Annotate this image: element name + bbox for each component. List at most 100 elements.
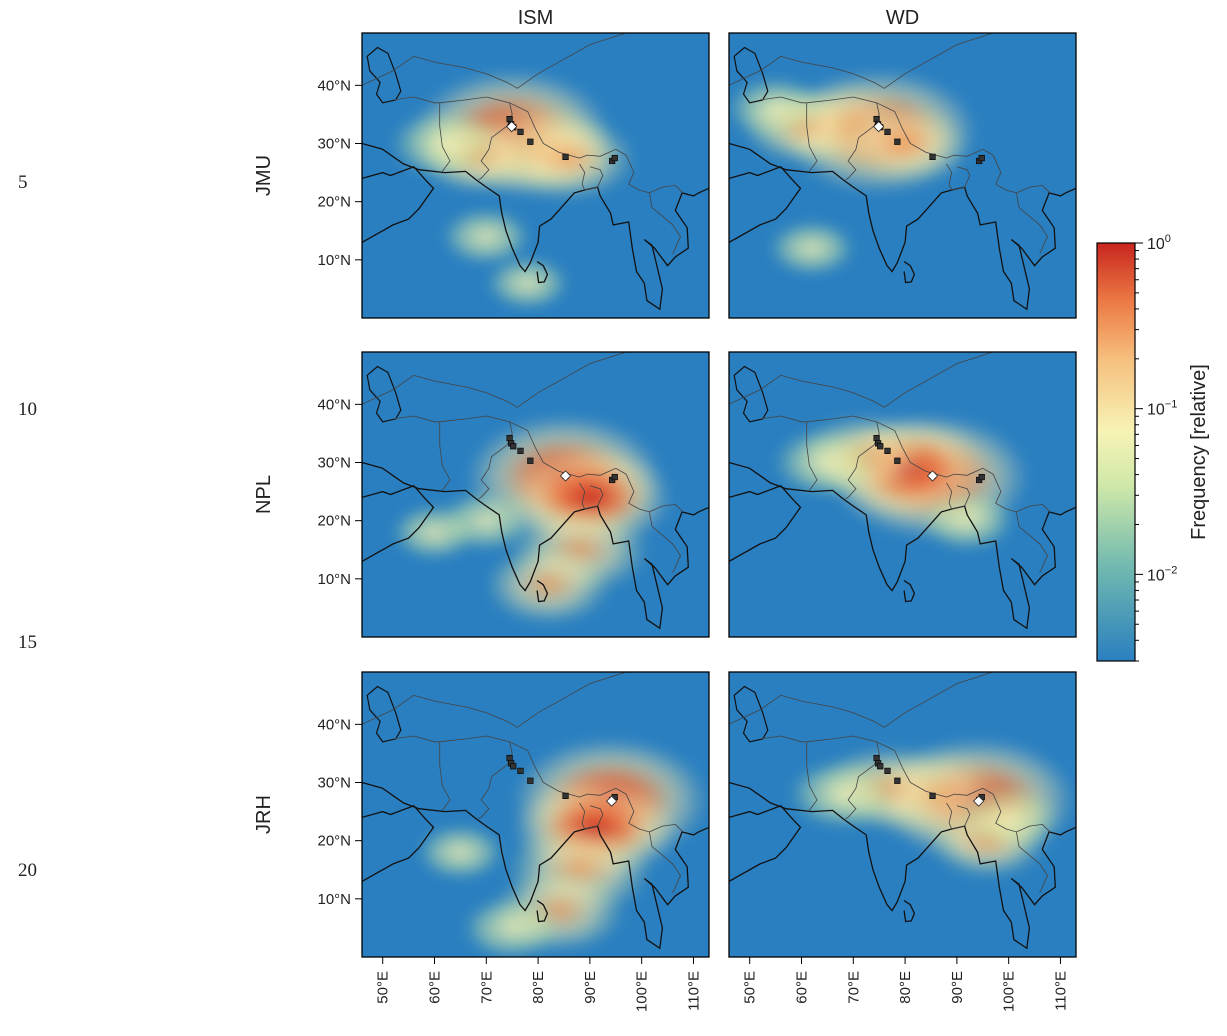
row-label-jrh: JRH <box>253 795 275 834</box>
station-marker <box>527 138 534 145</box>
lon-tick-label: 70°E <box>845 971 862 1004</box>
country-border <box>806 741 818 811</box>
station-marker <box>517 128 524 135</box>
density-blob <box>390 504 479 561</box>
country-border <box>806 96 880 180</box>
panel-wd-jmu <box>728 32 1077 319</box>
country-border <box>625 473 681 574</box>
coastline <box>362 805 435 882</box>
coastline <box>536 261 549 284</box>
station-marker <box>884 447 891 454</box>
station-marker <box>562 792 569 799</box>
country-border <box>362 33 627 89</box>
row-label-npl: NPL <box>253 475 275 514</box>
density-blob <box>389 108 500 179</box>
country-border <box>806 102 818 172</box>
station-marker <box>894 457 901 464</box>
density-blob <box>772 427 883 498</box>
density-blob <box>441 207 532 266</box>
country-border <box>992 154 1048 255</box>
density-blob <box>768 220 856 277</box>
station-marker <box>510 763 517 770</box>
density-blob <box>729 76 826 141</box>
lon-tick-label: 90°E <box>949 971 966 1004</box>
density-blob <box>485 544 612 625</box>
density-blob <box>462 896 563 957</box>
country-border <box>579 163 604 191</box>
country-border <box>439 96 513 180</box>
lat-tick-label: 10°N <box>317 571 351 588</box>
country-border <box>509 102 627 159</box>
country-border <box>625 793 681 894</box>
country-border <box>439 421 451 491</box>
station-marker <box>873 434 880 442</box>
lon-tick-label: 50°E <box>742 971 759 1004</box>
country-border <box>760 96 807 104</box>
lat-tick-label: 20°N <box>317 513 351 530</box>
country-border <box>625 154 681 255</box>
density-blob <box>416 824 505 881</box>
country-border <box>760 735 807 743</box>
country-border <box>729 352 994 408</box>
panel-wd-jrh <box>728 671 1077 958</box>
lat-tick-label: 10°N <box>317 891 351 908</box>
panel-frame <box>361 32 710 319</box>
station-marker <box>517 767 524 774</box>
lat-tick-label: 30°N <box>317 136 351 153</box>
colorbar-tick-label: 10−1 <box>1147 399 1177 419</box>
panel-frame <box>361 351 710 638</box>
coastline <box>903 580 916 603</box>
country-border <box>1016 823 1051 833</box>
country-border <box>729 33 994 89</box>
station-marker <box>894 777 901 784</box>
column-title-ism: ISM <box>518 7 554 29</box>
country-border <box>649 503 684 513</box>
country-border <box>649 184 684 194</box>
station-marker <box>873 115 880 123</box>
station-marker <box>929 792 936 799</box>
lon-tick-label: 110°E <box>685 971 702 1011</box>
lon-tick-label: 50°E <box>375 971 392 1004</box>
station-marker <box>978 154 985 162</box>
coastline <box>362 461 709 630</box>
lat-tick-label: 30°N <box>317 455 351 472</box>
panel-ism-jrh <box>361 671 710 958</box>
station-marker <box>873 754 880 762</box>
lon-tick-label: 80°E <box>897 971 914 1004</box>
lat-tick-label: 30°N <box>317 775 351 792</box>
panel-wd-npl <box>728 351 1077 638</box>
station-marker <box>884 128 891 135</box>
station-marker <box>506 115 513 123</box>
coastline <box>903 261 916 284</box>
density-blob <box>842 103 969 184</box>
colorbar: 100 10−1 10−2 Frequency [relative] <box>1096 233 1210 662</box>
station-marker <box>884 767 891 774</box>
station-marker <box>517 447 524 454</box>
coastline <box>729 805 802 882</box>
lat-tick-label: 40°N <box>317 77 351 94</box>
release-site-marker <box>926 470 939 482</box>
coastline <box>729 461 1076 630</box>
line-number-20: 20 <box>18 860 37 881</box>
country-border <box>362 672 627 728</box>
country-border <box>946 482 971 510</box>
coastline <box>362 781 709 950</box>
coastline <box>729 781 1076 950</box>
station-marker <box>527 457 534 464</box>
colorbar-tick-label: 100 <box>1147 233 1171 253</box>
country-border <box>362 352 627 408</box>
station-marker <box>877 443 884 450</box>
coastline <box>903 900 916 923</box>
lat-tick-label: 10°N <box>317 252 351 269</box>
station-marker <box>894 138 901 145</box>
country-border <box>439 415 513 499</box>
colorbar-label: Frequency [relative] <box>1188 364 1210 540</box>
coastline <box>362 142 709 311</box>
coastline <box>729 166 802 243</box>
country-border <box>1016 184 1051 194</box>
colorbar-gradient <box>1096 242 1136 662</box>
lon-tick-label: 60°E <box>794 971 811 1004</box>
release-site-marker <box>873 121 885 133</box>
coastline <box>729 485 802 562</box>
